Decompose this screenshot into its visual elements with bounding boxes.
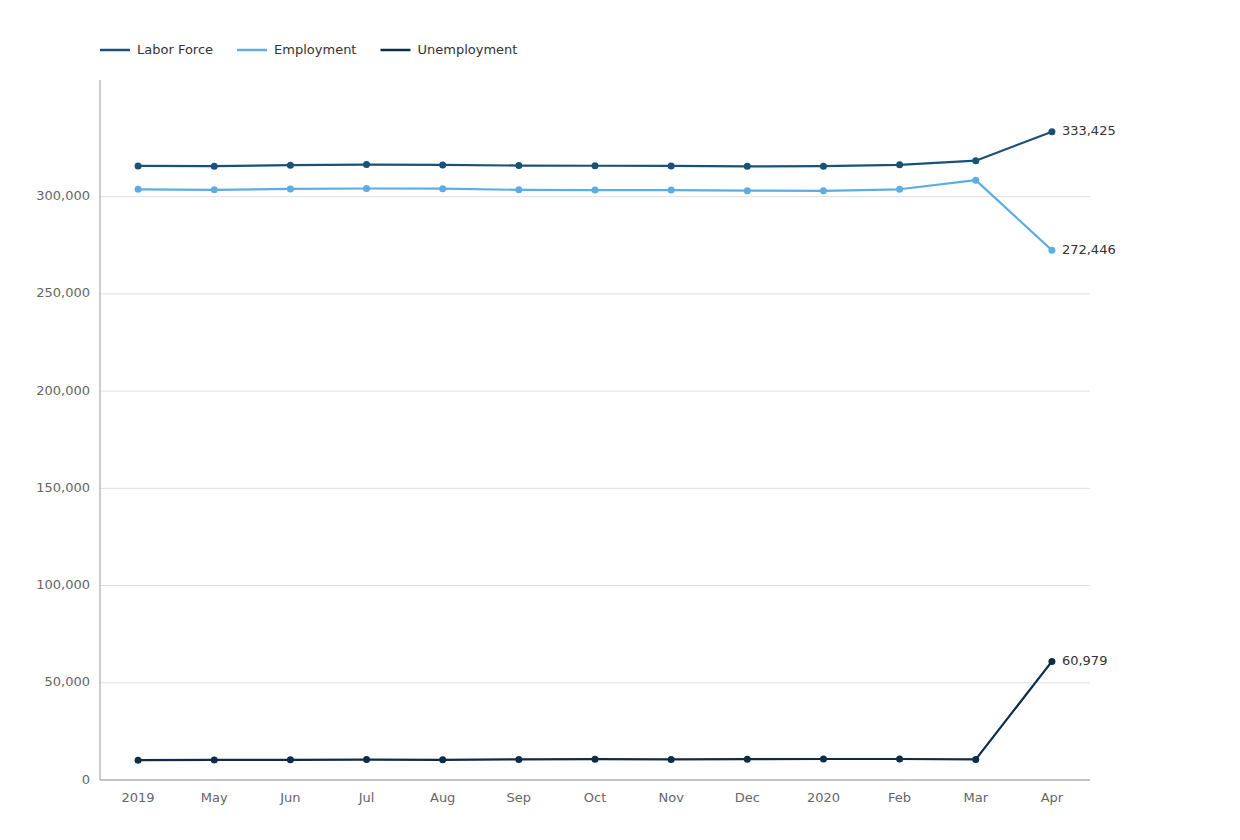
x-axis: 2019 May Jun Jul Aug Sep Oct Nov Dec 2020 Feb Mar Ap… — [122, 790, 1064, 805]
annotation: 60,979 — [1062, 653, 1108, 668]
marker — [363, 161, 370, 168]
x-tick-label: 2019 — [122, 790, 155, 805]
x-tick-label: Oct — [584, 790, 606, 805]
legend-label: Employment — [274, 42, 356, 57]
marker — [287, 185, 294, 192]
legend-swatch — [380, 49, 410, 52]
legend: Labor Force Employment Unemployment — [100, 42, 517, 57]
grid-line — [100, 488, 1090, 489]
marker — [1048, 247, 1055, 254]
marker — [515, 756, 522, 763]
marker — [287, 756, 294, 763]
grid-line — [100, 585, 1090, 586]
marker — [135, 162, 142, 169]
grid — [100, 197, 1090, 780]
x-tick-label: Mar — [964, 790, 989, 805]
grid-line — [100, 196, 1090, 197]
series — [135, 128, 1056, 170]
y-axis-line — [100, 80, 101, 780]
marker — [744, 756, 751, 763]
marker — [211, 756, 218, 763]
x-tick-label: May — [201, 790, 228, 805]
marker — [744, 163, 751, 170]
marker — [439, 185, 446, 192]
annotations: 333,425 272,446 60,979 — [1062, 123, 1116, 668]
line — [138, 132, 1052, 167]
marker — [592, 756, 599, 763]
y-tick-label: 0 — [82, 772, 90, 787]
x-tick-label: Jul — [358, 790, 375, 805]
marker — [515, 186, 522, 193]
x-tick-label: 2020 — [807, 790, 840, 805]
marker — [896, 161, 903, 168]
marker — [820, 163, 827, 170]
y-tick-label: 250,000 — [36, 285, 90, 300]
grid-line — [100, 391, 1090, 392]
grid-line — [100, 682, 1090, 683]
y-tick-label: 300,000 — [36, 188, 90, 203]
legend-swatch — [100, 49, 130, 52]
marker — [515, 162, 522, 169]
y-axis: 0 50,000 100,000 150,000 200,000 250,000 300,0… — [36, 188, 90, 786]
marker — [439, 756, 446, 763]
marker — [820, 187, 827, 194]
x-tick-label: Feb — [888, 790, 911, 805]
marker — [211, 163, 218, 170]
marker — [744, 187, 751, 194]
marker — [1048, 658, 1055, 665]
x-tick-label: Sep — [507, 790, 532, 805]
marker — [820, 756, 827, 763]
line — [138, 180, 1052, 250]
series — [135, 658, 1056, 764]
chart: 0 50,000 100,000 150,000 200,000 250,000 300,0… — [0, 0, 1240, 840]
marker — [668, 187, 675, 194]
marker — [363, 756, 370, 763]
x-tick-label: Jun — [279, 790, 300, 805]
marker — [439, 161, 446, 168]
marker — [972, 157, 979, 164]
x-tick-label: Aug — [430, 790, 455, 805]
marker — [972, 177, 979, 184]
marker — [363, 185, 370, 192]
legend-label: Labor Force — [137, 42, 213, 57]
marker — [135, 186, 142, 193]
legend-swatch — [237, 49, 267, 52]
line — [138, 661, 1052, 760]
marker — [287, 162, 294, 169]
marker — [592, 162, 599, 169]
marker — [1048, 128, 1055, 135]
marker — [668, 756, 675, 763]
grid-line — [100, 293, 1090, 294]
y-tick-label: 150,000 — [36, 480, 90, 495]
x-tick-label: Dec — [735, 790, 760, 805]
marker — [896, 186, 903, 193]
annotation: 333,425 — [1062, 123, 1116, 138]
marker — [135, 757, 142, 764]
x-tick-label: Nov — [658, 790, 684, 805]
marker — [592, 187, 599, 194]
marker — [211, 186, 218, 193]
y-tick-label: 50,000 — [45, 674, 91, 689]
series — [135, 177, 1056, 254]
background — [0, 0, 1240, 840]
grid-line — [100, 780, 1090, 781]
x-axis-line — [100, 780, 1090, 781]
marker — [972, 756, 979, 763]
plot-area — [135, 128, 1056, 763]
marker — [896, 756, 903, 763]
marker — [668, 162, 675, 169]
annotation: 272,446 — [1062, 242, 1116, 257]
legend-label: Unemployment — [417, 42, 517, 57]
y-tick-label: 200,000 — [36, 383, 90, 398]
y-tick-label: 100,000 — [36, 577, 90, 592]
x-tick-label: Apr — [1041, 790, 1064, 805]
